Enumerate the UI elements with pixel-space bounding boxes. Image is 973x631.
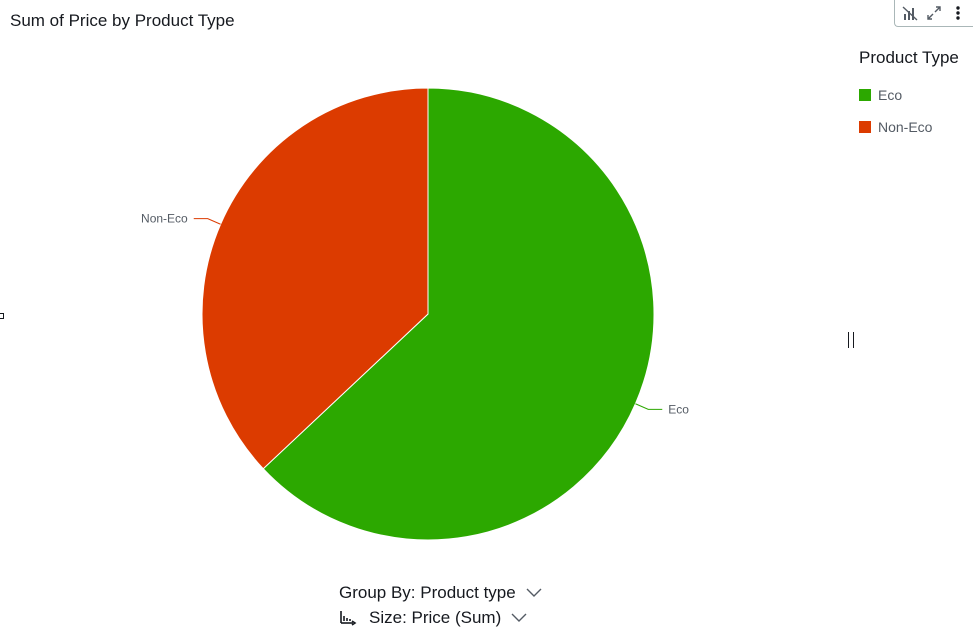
leader-line-eco bbox=[635, 403, 663, 410]
legend-swatch-non-eco bbox=[859, 121, 871, 133]
visual-toolbar bbox=[894, 0, 973, 27]
chart-type-icon[interactable] bbox=[901, 4, 919, 22]
group-by-label: Group By: Product type bbox=[339, 583, 516, 602]
legend-item-eco[interactable]: Eco bbox=[859, 86, 959, 104]
legend-label-eco: Eco bbox=[878, 87, 903, 103]
legend-label-non-eco: Non-Eco bbox=[878, 119, 933, 135]
size-label: Size: Price (Sum) bbox=[369, 608, 502, 627]
chart-title: Sum of Price by Product Type bbox=[10, 11, 235, 30]
field-wells: Group By: Product type Size: Price (Sum) bbox=[339, 581, 542, 630]
resize-handle[interactable] bbox=[848, 332, 854, 348]
legend-item-non-eco[interactable]: Non-Eco bbox=[859, 118, 959, 136]
expand-icon[interactable] bbox=[925, 4, 943, 22]
legend: Product Type Eco Non-Eco bbox=[859, 48, 959, 150]
chevron-down-icon bbox=[511, 613, 527, 622]
edge-handle[interactable] bbox=[0, 313, 4, 319]
size-icon bbox=[340, 611, 357, 626]
size-control[interactable]: Size: Price (Sum) bbox=[339, 606, 542, 630]
pie-slice-eco[interactable] bbox=[262, 87, 655, 541]
legend-title: Product Type bbox=[859, 48, 959, 67]
more-options-icon[interactable] bbox=[949, 4, 967, 22]
slice-label-eco: Eco bbox=[668, 402, 689, 416]
legend-swatch-eco bbox=[859, 89, 871, 101]
slice-label-non-eco: Non-Eco bbox=[141, 212, 188, 226]
leader-line-non-eco bbox=[193, 218, 221, 225]
chevron-down-icon bbox=[526, 588, 542, 597]
group-by-control[interactable]: Group By: Product type bbox=[339, 581, 542, 605]
